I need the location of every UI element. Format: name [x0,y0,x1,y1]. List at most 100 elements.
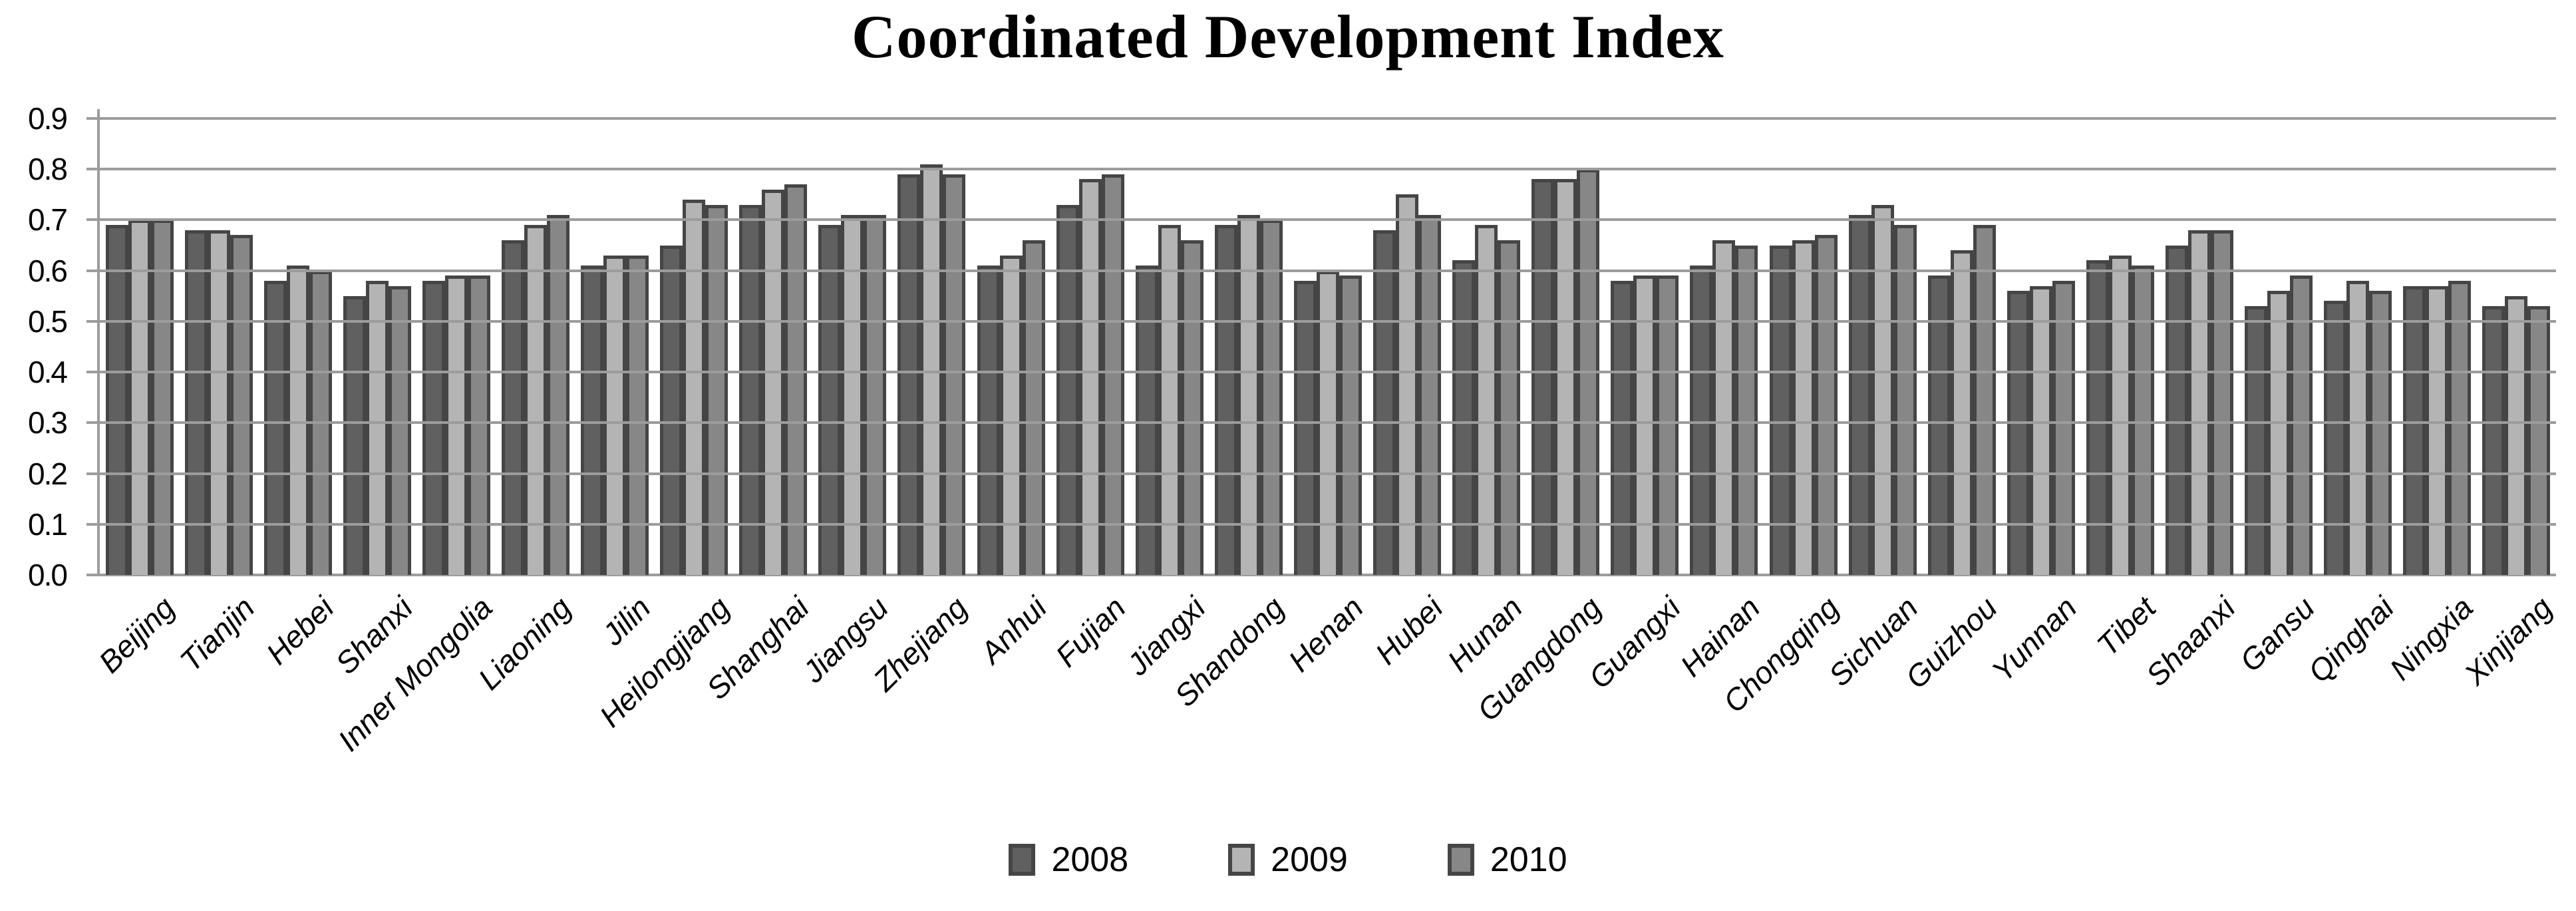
bar-group [416,118,496,575]
y-axis-tick-label: 0.8 [28,152,68,187]
y-axis-tick-label: 0.1 [28,506,68,542]
bar-2009 [365,280,389,575]
bar-2009 [2187,230,2211,575]
bar-2008 [977,266,1000,575]
bar-2010 [1814,235,1838,575]
bar-2009 [2346,280,2370,575]
bar-2010 [1418,214,1442,575]
bar-group [655,118,734,575]
bar-2008 [2324,301,2347,575]
bar-group [496,118,575,575]
bar-2008 [184,230,208,575]
x-axis-label: Beijing [92,590,182,680]
y-axis-tick-label: 0.3 [28,405,68,441]
bar-group [100,118,179,575]
gridline [100,269,2556,272]
gridline [100,522,2556,526]
y-axis-tick [86,168,100,171]
y-axis-labels: 0.9 0.8 0.7 0.6 0.5 0.4 0.3 0.2 0.1 0.0 [0,101,79,592]
bar-2010 [150,220,174,575]
bar-2009 [1237,214,1260,575]
legend-swatch-2008 [1009,844,1036,876]
bar-group [1605,118,1685,575]
legend-label: 2008 [1051,840,1129,879]
bar-2008 [422,280,445,575]
bar-2010 [1022,240,1045,575]
bar-2010 [784,184,808,575]
y-axis-tick-label: 0.5 [28,303,68,339]
bar-group [179,118,258,575]
bar-group [1922,118,2001,575]
bar-2009 [1792,240,1815,575]
bar-2010 [943,174,966,575]
bar-group [1447,118,1526,575]
bar-2008 [660,245,683,575]
y-axis-tick-label: 0.7 [28,202,68,238]
bar-2008 [502,240,525,575]
bar-group [2160,118,2239,575]
bar-2010 [1498,240,1521,575]
bar-2009 [841,214,864,575]
bar-2009 [524,225,548,575]
x-axis-label: Fujian [1048,590,1133,674]
bar-2009 [1475,225,1498,575]
bar-2008 [2007,291,2030,575]
bar-2009 [1950,250,1973,575]
bar-2010 [864,214,887,575]
plot-area [86,109,2556,576]
bar-2010 [1735,245,1758,575]
bar-2010 [388,285,411,575]
legend-item-2010: 2010 [1447,840,1567,880]
gridline [100,117,2556,120]
bar-2008 [1293,280,1317,575]
y-axis-tick [86,117,100,120]
bar-2008 [1531,179,1555,575]
legend-swatch-2009 [1228,844,1255,876]
x-axis-label: Tianjin [172,590,261,679]
x-axis-label: Anhui [973,590,1054,670]
bar-2009 [2029,285,2052,575]
bar-group [2319,118,2398,575]
bar-2008 [1690,266,1713,575]
bar-2008 [1452,260,1476,575]
bar-group [2398,118,2477,575]
bar-2010 [1180,240,1204,575]
y-axis-tick-label: 0.6 [28,253,68,288]
bar-2008 [1373,230,1396,575]
bar-2009 [1158,225,1181,575]
y-axis-tick-label: 0.9 [28,101,68,136]
bar-2009 [207,230,230,575]
legend-item-2008: 2008 [1009,840,1128,880]
x-axis-label: Qinghai [2301,590,2400,689]
bar-2009 [1712,240,1736,575]
y-axis-tick [86,472,100,475]
bar-2008 [2482,306,2505,575]
bar-2010 [626,255,649,575]
bar-group [337,118,416,575]
bar-2008 [1135,266,1158,575]
y-axis-tick [86,371,100,374]
bar-2008 [1056,204,1079,575]
x-axis-label: Hebei [259,590,341,671]
bar-2008 [818,225,842,575]
y-axis-tick [86,319,100,323]
y-axis-tick-label: 0.2 [28,456,68,491]
bar-2008 [2165,245,2188,575]
legend-label: 2009 [1271,840,1348,879]
bar-group [1764,118,1843,575]
chart-title: Coordinated Development Index [852,3,1724,71]
gridline [100,371,2556,374]
bar-2009 [2267,291,2291,575]
x-axis-label: Hubei [1368,590,1450,671]
x-axis-label: Yunnan [1985,590,2084,689]
y-axis-tick [86,218,100,222]
bar-group [971,118,1050,575]
x-axis-label: Henan [1281,590,1370,679]
bar-2009 [683,199,706,575]
bar-group [2001,118,2080,575]
bar-2008 [1214,225,1237,575]
legend-item-2009: 2009 [1228,840,1348,880]
y-axis-line [97,109,100,575]
y-axis-tick [86,574,100,576]
